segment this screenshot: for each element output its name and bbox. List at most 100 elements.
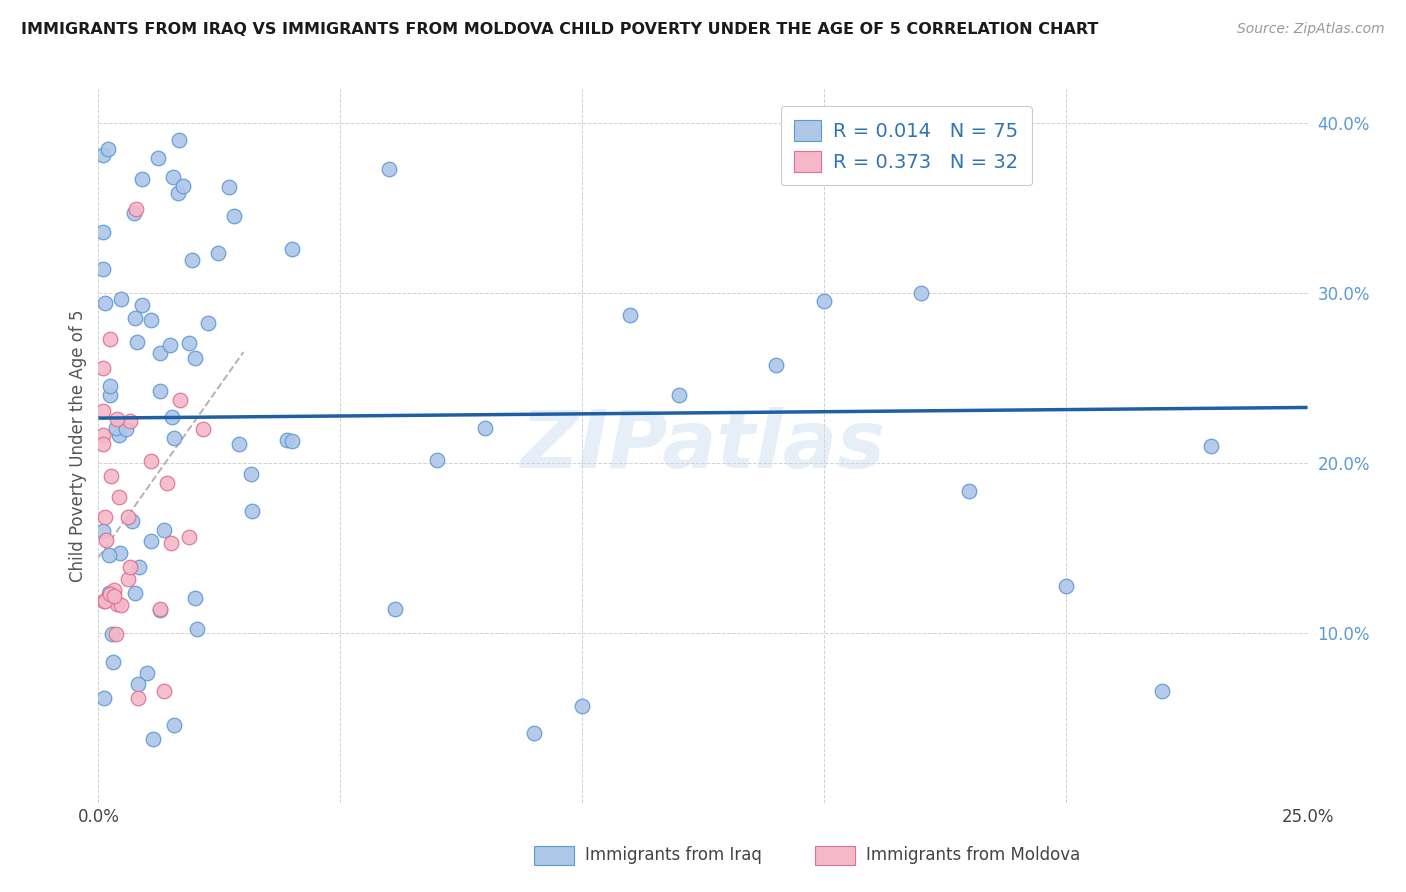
Point [91,524,114,538]
Point [139,533,162,548]
Point [156,475,179,490]
Point [910,286,932,301]
Point [121,514,143,528]
Point [98,379,121,393]
Point [184,591,207,605]
Point [103,582,125,597]
Point [160,409,183,424]
Point [377,162,399,177]
Text: ZIPatlas: ZIPatlas [520,407,886,485]
Point [103,589,125,603]
Point [149,384,172,399]
Point [110,292,132,306]
Point [523,726,546,740]
Point [149,603,172,617]
Point [91,403,114,417]
Point [128,559,150,574]
Point [149,346,172,360]
Point [94,533,117,548]
Point [276,434,298,448]
Point [136,665,159,680]
Point [97,142,120,156]
Point [98,387,121,401]
Point [184,351,207,365]
Point [105,412,128,426]
Point [131,298,153,312]
Point [281,242,304,256]
Point [172,178,194,193]
Point [281,434,304,448]
Text: Immigrants from Iraq: Immigrants from Iraq [585,847,762,864]
Point [207,246,229,260]
Point [91,428,114,442]
Point [228,437,250,451]
Point [131,172,153,186]
Point [181,253,204,268]
Point [384,602,406,616]
Point [98,587,121,601]
Y-axis label: Child Poverty Under the Age of 5: Child Poverty Under the Age of 5 [69,310,87,582]
Point [98,332,121,346]
Point [146,151,169,165]
Point [98,548,121,562]
Point [152,684,174,698]
Point [159,338,181,352]
Point [160,536,183,550]
Point [169,392,191,407]
Point [957,483,980,498]
Point [765,358,787,372]
Text: IMMIGRANTS FROM IRAQ VS IMMIGRANTS FROM MOLDOVA CHILD POVERTY UNDER THE AGE OF 5: IMMIGRANTS FROM IRAQ VS IMMIGRANTS FROM … [21,22,1098,37]
Point [179,335,201,350]
Point [167,133,190,147]
Point [91,225,114,239]
Point [108,428,131,442]
Text: Immigrants from Moldova: Immigrants from Moldova [866,847,1080,864]
Point [860,153,883,167]
Point [117,510,139,524]
Point [193,422,215,436]
Point [101,655,124,669]
Point [94,295,117,310]
Point [117,572,139,586]
Point [240,467,263,481]
Point [218,180,240,194]
Point [242,503,264,517]
Point [1199,439,1222,453]
Point [124,311,146,326]
Point [105,598,128,612]
Point [125,202,148,217]
Point [91,261,114,276]
Point [105,627,128,641]
Point [224,209,246,223]
Point [100,468,122,483]
Point [1152,683,1174,698]
Point [141,454,163,468]
Point [619,309,641,323]
Point [127,690,149,705]
Point [668,388,690,402]
Legend: R = 0.014   N = 75, R = 0.373   N = 32: R = 0.014 N = 75, R = 0.373 N = 32 [780,106,1032,186]
Text: Source: ZipAtlas.com: Source: ZipAtlas.com [1237,22,1385,37]
Point [426,452,449,467]
Point [110,547,132,561]
Point [127,677,149,691]
Point [93,593,115,607]
Point [153,523,176,537]
Point [122,206,145,220]
Point [108,490,131,504]
Point [91,361,114,376]
Point [104,420,127,434]
Point [813,294,835,309]
Point [163,718,186,732]
Point [94,593,117,607]
Point [115,422,138,436]
Point [197,316,219,330]
Point [93,509,115,524]
Point [120,414,142,428]
Point [110,598,132,612]
Point [179,530,201,544]
Point [93,690,115,705]
Point [127,334,149,349]
Point [91,147,114,161]
Point [163,431,186,445]
